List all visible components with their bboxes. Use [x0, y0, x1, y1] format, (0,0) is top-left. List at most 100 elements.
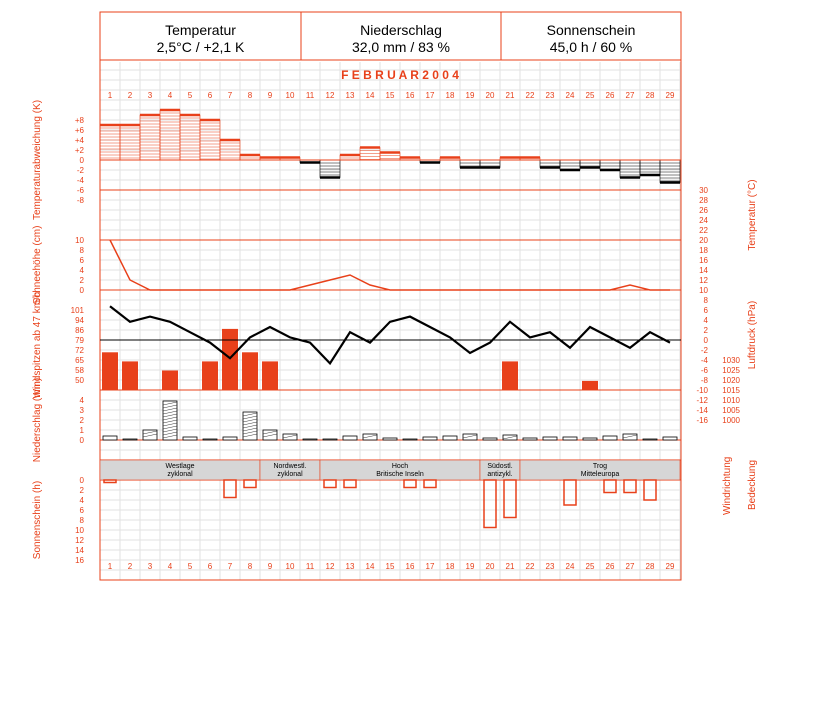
wind-gust-bar — [122, 361, 138, 390]
day-label-bottom: 2 — [128, 562, 133, 571]
day-label-top: 18 — [446, 91, 455, 100]
sunshine-bar — [243, 479, 257, 489]
temp-deviation-tick: 0 — [80, 156, 85, 165]
temp-deviation-tick: +8 — [75, 116, 85, 125]
header-title: Niederschlag — [360, 22, 442, 38]
pressure-axis-label: Luftdruck (hPa) — [747, 301, 758, 369]
precipitation-bar — [242, 411, 258, 441]
day-label-top: 29 — [666, 91, 675, 100]
wind-axis-label: Windspitzen ab 47 km/h — [32, 292, 43, 399]
snow-tick: 6 — [80, 256, 85, 265]
temp-deviation-tick: +2 — [75, 146, 85, 155]
precipitation-hatch — [242, 430, 258, 435]
precipitation-hatch — [242, 421, 258, 426]
weather-type-label: Trog — [593, 463, 607, 470]
precipitation-tick: 0 — [80, 436, 85, 445]
temp-deviation-tick: -8 — [77, 196, 85, 205]
precipitation-bar — [382, 437, 398, 441]
temperature-tick: 30 — [699, 186, 708, 195]
weather-type-label: Britische Inseln — [376, 471, 424, 478]
temperature-tick: 24 — [699, 216, 708, 225]
day-label-bottom: 14 — [366, 562, 375, 571]
sunshine-bar — [483, 479, 497, 529]
precipitation-tick: 4 — [80, 396, 85, 405]
day-label-top: 26 — [606, 91, 615, 100]
wind-tick: 86 — [75, 326, 84, 335]
day-label-bottom: 16 — [406, 562, 415, 571]
precipitation-bar — [482, 437, 498, 441]
temperature-tick: 18 — [699, 246, 708, 255]
wind-gust-bar — [242, 352, 258, 390]
weather-type-label: Nordwestl. — [273, 463, 306, 470]
header-cell-sunshine: Sonnenschein 45,0 h / 60 % — [501, 12, 681, 60]
sunshine-axis-label: Sonnenschein (h) — [32, 481, 43, 559]
pressure-tick: 1030 — [722, 356, 740, 365]
sunshine-tick: 4 — [80, 496, 85, 505]
day-label-bottom: 21 — [506, 562, 515, 571]
precipitation-hatch — [162, 422, 178, 427]
day-label-bottom: 29 — [666, 562, 675, 571]
sunshine-tick: 10 — [75, 526, 84, 535]
day-label-top: 28 — [646, 91, 655, 100]
precipitation-hatch — [162, 428, 178, 433]
precipitation-bar — [102, 435, 118, 441]
snow-tick: 0 — [80, 286, 85, 295]
precipitation-bar — [202, 438, 218, 441]
precipitation-hatch — [242, 418, 258, 423]
temp-deviation-bar — [659, 159, 681, 183]
wind-tick: 72 — [75, 346, 84, 355]
temperature-tick: -6 — [701, 366, 709, 375]
day-label-top: 8 — [248, 91, 253, 100]
temp-deviation-bar — [159, 109, 181, 161]
header-cell-temperature: Temperatur 2,5°C / +2,1 K — [100, 12, 301, 60]
precipitation-hatch — [162, 413, 178, 418]
temperature-tick: 6 — [704, 306, 709, 315]
snow-tick: 8 — [80, 246, 85, 255]
precipitation-bar — [302, 438, 318, 441]
snow-axis-label: Schneehöhe (cm) — [32, 226, 43, 305]
precipitation-hatch — [162, 425, 178, 430]
day-label-bottom: 1 — [108, 562, 113, 571]
temp-deviation-tick: -2 — [77, 166, 85, 175]
wind-gust-bar — [102, 352, 118, 390]
temperature-tick: 2 — [704, 326, 709, 335]
day-label-top: 10 — [286, 91, 295, 100]
header-title: Temperatur — [165, 22, 236, 38]
pressure-tick: 1025 — [722, 366, 740, 375]
day-label-top: 11 — [306, 91, 315, 100]
sunshine-bar — [423, 479, 437, 489]
sunshine-tick: 0 — [80, 476, 85, 485]
precipitation-bar — [662, 436, 678, 441]
temp-deviation-bar — [559, 159, 581, 171]
wind-gust-bar — [202, 361, 218, 390]
temperature-tick: -12 — [696, 396, 708, 405]
temp-deviation-tick: +6 — [75, 126, 85, 135]
precipitation-bar — [542, 436, 558, 441]
temp-deviation-bar — [639, 159, 661, 176]
day-label-bottom: 19 — [466, 562, 475, 571]
precipitation-bar — [122, 438, 138, 441]
day-label-top: 27 — [626, 91, 635, 100]
snow-tick: 2 — [80, 276, 85, 285]
snow-tick: 10 — [75, 236, 84, 245]
day-label-bottom: 17 — [426, 562, 435, 571]
temperature-tick: -14 — [696, 406, 708, 415]
precipitation-bar — [362, 433, 378, 441]
day-label-bottom: 8 — [248, 562, 253, 571]
precipitation-bar — [642, 438, 658, 441]
precipitation-tick: 1 — [80, 426, 85, 435]
day-label-bottom: 11 — [306, 562, 315, 571]
sunshine-tick: 6 — [80, 506, 85, 515]
day-label-bottom: 13 — [346, 562, 355, 571]
precipitation-bar — [422, 436, 438, 441]
day-label-bottom: 22 — [526, 562, 535, 571]
day-label-top: 17 — [426, 91, 435, 100]
day-label-bottom: 18 — [446, 562, 455, 571]
precipitation-hatch — [242, 415, 258, 420]
pressure-tick: 1005 — [722, 406, 740, 415]
chart-frame — [99, 11, 682, 581]
wind-direction-label: Windrichtung — [722, 457, 733, 515]
precipitation-hatch — [242, 424, 258, 429]
precipitation-bar — [342, 435, 358, 441]
